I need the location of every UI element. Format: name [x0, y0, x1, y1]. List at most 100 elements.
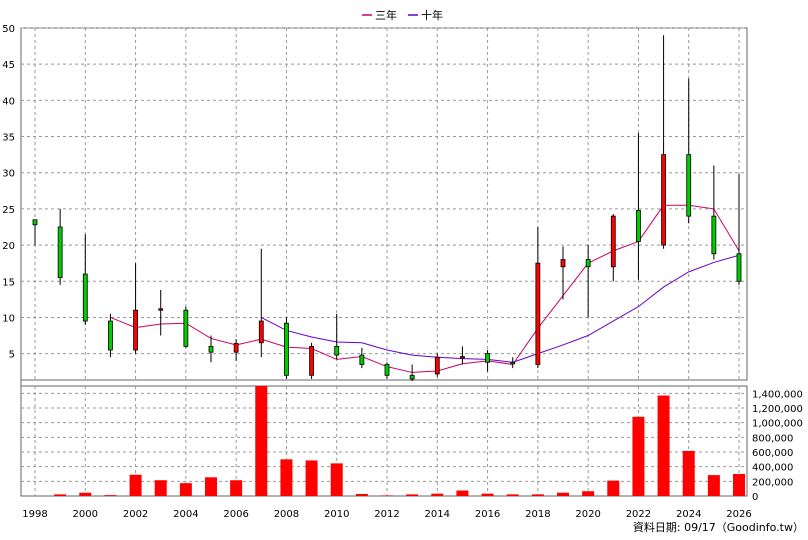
candle-body [409, 374, 415, 380]
year-tick-label: 2008 [274, 509, 299, 520]
year-tick-label: 2004 [173, 509, 198, 520]
candle-2010 [334, 313, 340, 360]
volume-tick-label: 1,000,000 [752, 419, 803, 430]
price-tick-label: 20 [2, 241, 15, 252]
legend-label-0: 三年 [375, 8, 397, 22]
candle-2013 [409, 364, 415, 382]
volume-bar-2024 [682, 450, 695, 496]
candle-body [460, 356, 465, 359]
year-tick-label: 2002 [123, 509, 148, 520]
candle-2002 [133, 263, 138, 354]
candle-body [560, 259, 566, 268]
candle-body [309, 345, 314, 376]
candle-2024 [686, 78, 692, 224]
candle-2004 [183, 306, 189, 348]
volume-bar-2007 [255, 386, 268, 496]
volume-bar-2023 [657, 395, 670, 496]
legend: 三年 十年 [362, 8, 443, 22]
price-tick-label: 25 [2, 205, 15, 216]
candle-body [334, 345, 340, 356]
candle-body [133, 309, 138, 351]
year-tick-label: 2018 [525, 509, 550, 520]
volume-tick-label: 400,000 [752, 463, 793, 474]
candle-body [686, 154, 692, 217]
price-tick-label: 35 [2, 133, 15, 144]
year-tick-label: 2016 [475, 509, 500, 520]
candle-body [384, 364, 390, 376]
candle-body [183, 309, 189, 347]
year-tick-label: 2026 [726, 509, 751, 520]
candle-2000 [82, 234, 88, 325]
volume-tick-label: 600,000 [752, 448, 793, 459]
volume-tick-label: 800,000 [752, 433, 793, 444]
volume-bar-2014 [431, 493, 444, 496]
candle-body [485, 353, 490, 363]
candle-2008 [284, 317, 289, 379]
candle-2012 [384, 362, 390, 379]
candle-body [158, 308, 164, 311]
year-tick-label: 2012 [374, 509, 399, 520]
candle-2015 [460, 346, 465, 365]
price-tick-label: 5 [9, 350, 15, 361]
volume-bars [54, 386, 745, 496]
year-tick-label: 2014 [425, 509, 450, 520]
candle-2020 [585, 245, 591, 318]
ma10-line [261, 254, 740, 363]
candle-body [208, 345, 214, 353]
volume-bar-1999 [54, 494, 67, 496]
volume-bar-2016 [481, 493, 494, 496]
volume-bar-2020 [582, 491, 595, 496]
price-tick-label: 45 [2, 60, 15, 71]
volume-bar-2011 [355, 493, 368, 496]
volume-bar-2000 [79, 492, 92, 496]
candle-2016 [485, 350, 490, 372]
volume-bar-2025 [707, 475, 720, 496]
volume-bar-2019 [557, 492, 569, 496]
volume-bar-2009 [305, 460, 318, 496]
volume-bar-2005 [205, 477, 217, 496]
volume-bar-2012 [381, 495, 393, 496]
year-tick-label: 2020 [575, 509, 600, 520]
volume-bar-2004 [179, 483, 192, 496]
candle-body [233, 343, 239, 353]
year-tick-label: 2010 [324, 509, 349, 520]
candle-2007 [258, 248, 264, 358]
volume-bar-2022 [632, 416, 645, 496]
candle-2021 [610, 213, 616, 282]
volume-bar-2017 [506, 494, 519, 496]
candle-body [535, 262, 541, 365]
price-tick-label: 10 [2, 313, 15, 324]
price-tick-label: 15 [2, 277, 15, 288]
volume-tick-label: 1,400,000 [752, 389, 803, 400]
price-grid: 5 10 15 20 25 30 35 40 45 50 [2, 24, 748, 381]
volume-bar-2010 [330, 463, 343, 496]
candle-2018 [535, 226, 541, 369]
candle-2009 [309, 342, 314, 379]
year-tick-label: 2006 [223, 509, 248, 520]
volume-bar-2003 [154, 480, 167, 496]
volume-tick-label: 0 [752, 492, 758, 503]
candle-body [57, 226, 63, 279]
price-tick-label: 40 [2, 96, 15, 107]
year-tick-label: 2024 [676, 509, 701, 520]
candle-body [258, 320, 264, 344]
candle-body [510, 361, 516, 365]
candle-2003 [158, 289, 164, 336]
candle-body [736, 253, 742, 282]
footer-date: 資料日期: 09/17（Goodinfo.tw） [633, 520, 804, 534]
volume-bar-2015 [456, 490, 469, 496]
price-tick-label: 30 [2, 169, 15, 180]
volume-bar-2026 [733, 474, 745, 496]
candle-2026 [736, 174, 742, 285]
candle-body [434, 356, 440, 375]
volume-bar-2021 [607, 480, 620, 496]
price-tick-label: 50 [2, 24, 15, 35]
candle-1998 [32, 219, 38, 246]
candle-body [32, 219, 38, 226]
candle-body [610, 215, 616, 268]
candle-2017 [510, 357, 516, 369]
volume-bar-2013 [406, 494, 419, 496]
candle-2025 [711, 165, 717, 260]
candle-body [284, 322, 289, 376]
